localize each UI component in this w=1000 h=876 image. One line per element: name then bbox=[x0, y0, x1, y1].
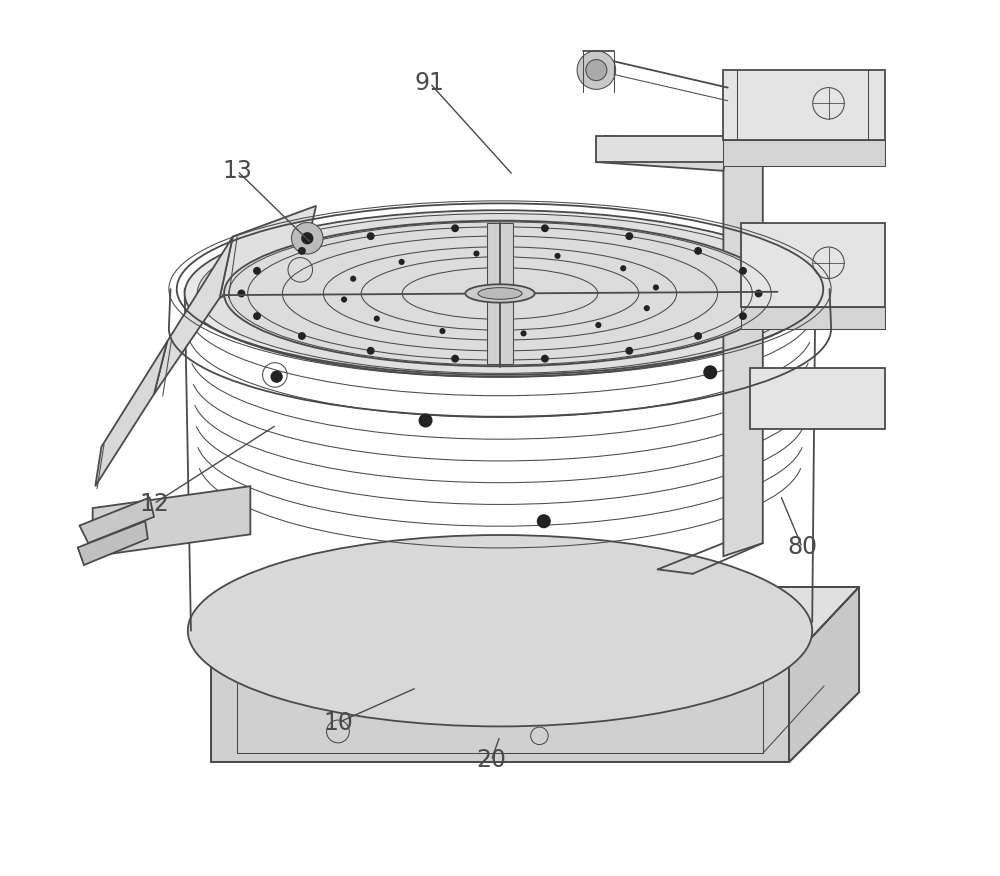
Circle shape bbox=[399, 258, 405, 265]
Polygon shape bbox=[78, 521, 148, 565]
Polygon shape bbox=[596, 136, 728, 171]
Circle shape bbox=[537, 514, 551, 528]
Circle shape bbox=[755, 289, 763, 297]
Circle shape bbox=[620, 265, 626, 272]
Ellipse shape bbox=[185, 210, 815, 377]
Polygon shape bbox=[80, 498, 154, 543]
Circle shape bbox=[520, 330, 527, 336]
Circle shape bbox=[739, 312, 747, 320]
Circle shape bbox=[298, 332, 306, 340]
Circle shape bbox=[367, 232, 375, 240]
Polygon shape bbox=[211, 587, 859, 661]
Circle shape bbox=[439, 328, 446, 334]
Polygon shape bbox=[487, 223, 513, 364]
Circle shape bbox=[473, 251, 480, 257]
Circle shape bbox=[703, 365, 717, 379]
Circle shape bbox=[350, 276, 356, 282]
Circle shape bbox=[625, 232, 633, 240]
Circle shape bbox=[292, 223, 323, 254]
Polygon shape bbox=[723, 70, 885, 140]
Polygon shape bbox=[741, 223, 885, 307]
Ellipse shape bbox=[478, 287, 522, 300]
Circle shape bbox=[595, 322, 601, 328]
Circle shape bbox=[301, 232, 313, 244]
Circle shape bbox=[419, 413, 433, 427]
Circle shape bbox=[554, 253, 561, 259]
Ellipse shape bbox=[188, 535, 812, 726]
Circle shape bbox=[586, 60, 607, 81]
Polygon shape bbox=[789, 587, 859, 762]
Polygon shape bbox=[211, 661, 789, 762]
Polygon shape bbox=[220, 206, 316, 298]
Ellipse shape bbox=[197, 214, 803, 373]
Circle shape bbox=[644, 305, 650, 311]
Text: 20: 20 bbox=[476, 748, 506, 773]
Circle shape bbox=[451, 355, 459, 363]
Circle shape bbox=[298, 247, 306, 255]
Polygon shape bbox=[93, 486, 250, 556]
Text: 10: 10 bbox=[323, 710, 353, 735]
Text: 13: 13 bbox=[222, 159, 252, 183]
Polygon shape bbox=[723, 140, 885, 166]
Text: 12: 12 bbox=[139, 491, 169, 516]
Circle shape bbox=[541, 355, 549, 363]
Circle shape bbox=[367, 347, 375, 355]
Circle shape bbox=[270, 371, 283, 383]
Circle shape bbox=[653, 285, 659, 291]
Circle shape bbox=[694, 247, 702, 255]
Circle shape bbox=[541, 224, 549, 232]
Text: 91: 91 bbox=[415, 71, 445, 95]
Circle shape bbox=[253, 312, 261, 320]
Text: 80: 80 bbox=[787, 535, 817, 560]
Polygon shape bbox=[95, 342, 167, 486]
Circle shape bbox=[625, 347, 633, 355]
Circle shape bbox=[341, 296, 347, 302]
Circle shape bbox=[694, 332, 702, 340]
Polygon shape bbox=[596, 136, 763, 162]
Circle shape bbox=[451, 224, 459, 232]
Polygon shape bbox=[750, 368, 885, 429]
Ellipse shape bbox=[465, 285, 535, 302]
Circle shape bbox=[253, 267, 261, 275]
Ellipse shape bbox=[224, 221, 776, 366]
Polygon shape bbox=[741, 307, 885, 328]
Polygon shape bbox=[723, 145, 763, 556]
Circle shape bbox=[739, 267, 747, 275]
Circle shape bbox=[237, 289, 245, 297]
Circle shape bbox=[577, 51, 616, 89]
Polygon shape bbox=[154, 237, 233, 394]
Circle shape bbox=[374, 315, 380, 321]
